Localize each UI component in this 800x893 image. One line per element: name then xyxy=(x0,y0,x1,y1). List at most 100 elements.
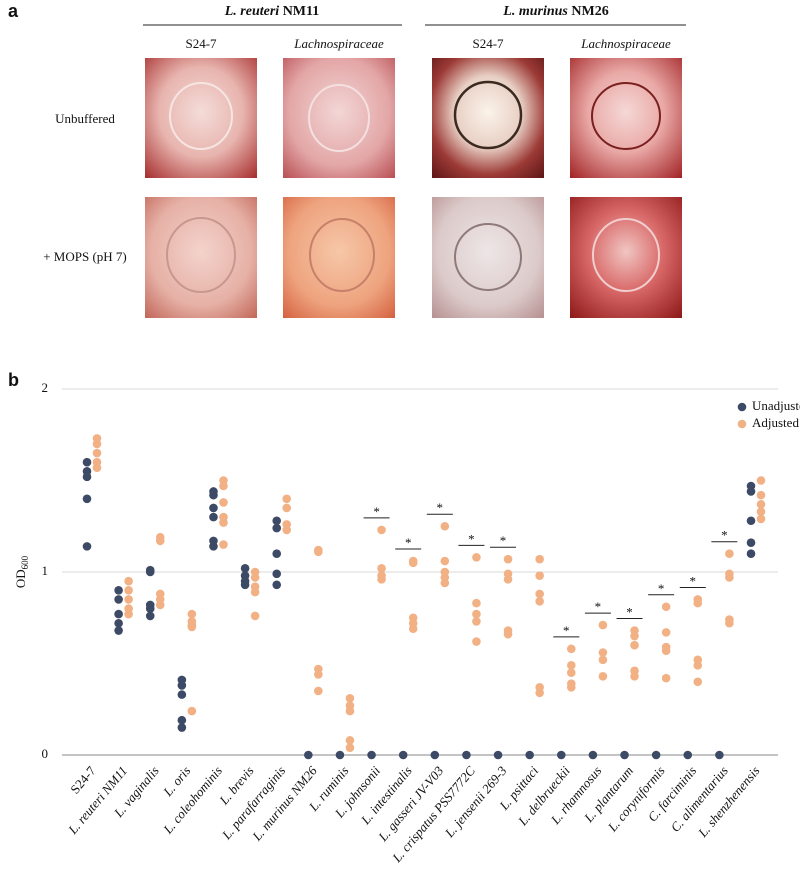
data-point xyxy=(314,670,323,679)
data-point xyxy=(462,750,471,760)
data-point xyxy=(556,750,566,760)
data-point xyxy=(92,439,102,449)
data-point xyxy=(155,600,165,610)
data-point xyxy=(314,686,323,696)
plate-photo xyxy=(432,58,544,178)
group-title: L. reuteri NM11 xyxy=(224,4,320,19)
colony xyxy=(592,218,660,292)
data-point xyxy=(746,549,756,558)
significance-label: * xyxy=(721,528,728,543)
data-point xyxy=(756,514,766,524)
data-point xyxy=(272,516,282,526)
panel-label: a xyxy=(8,1,19,21)
data-point xyxy=(335,750,345,760)
data-point xyxy=(693,661,703,670)
data-point xyxy=(493,750,503,760)
colony xyxy=(308,84,370,152)
data-point xyxy=(630,631,639,641)
plate-photo xyxy=(145,197,257,318)
strain: NM26 xyxy=(571,4,608,19)
data-point xyxy=(398,750,408,760)
significance-label: * xyxy=(595,599,602,614)
data-point xyxy=(630,672,639,681)
data-point xyxy=(525,750,534,760)
data-point xyxy=(145,604,155,613)
data-point xyxy=(683,750,693,760)
data-point xyxy=(535,571,544,580)
data-point xyxy=(725,618,734,628)
data-point xyxy=(250,611,260,621)
significance-label: * xyxy=(563,623,570,638)
strain: NM11 xyxy=(283,4,320,19)
data-point xyxy=(209,542,218,551)
data-point xyxy=(114,586,123,595)
data-point xyxy=(588,750,598,760)
data-point xyxy=(114,626,123,635)
data-point xyxy=(693,677,703,687)
plate-photo xyxy=(283,197,395,318)
y-tick-label: 0 xyxy=(42,746,49,761)
data-point xyxy=(661,673,671,683)
data-point xyxy=(82,542,92,551)
data-point xyxy=(314,547,323,557)
data-point xyxy=(272,569,282,579)
data-point xyxy=(377,525,386,535)
legend-marker xyxy=(737,402,747,412)
column-label: Lachnospiraceae xyxy=(580,36,671,51)
data-point xyxy=(82,457,92,467)
group-title: L. murinus NM26 xyxy=(502,4,608,19)
data-point xyxy=(598,672,608,681)
data-point xyxy=(725,549,734,558)
colony xyxy=(454,223,522,291)
data-point xyxy=(566,668,576,677)
data-point xyxy=(535,688,544,698)
species: L. reuteri xyxy=(224,4,280,19)
data-point xyxy=(535,554,544,564)
data-point xyxy=(756,499,766,509)
data-point xyxy=(345,736,355,745)
significance-label: * xyxy=(658,581,665,596)
data-point xyxy=(272,523,282,533)
data-point xyxy=(630,640,639,650)
data-point xyxy=(756,476,766,485)
data-point xyxy=(746,487,756,496)
data-point xyxy=(272,549,282,558)
colony xyxy=(309,218,375,292)
data-point xyxy=(472,637,481,646)
data-point xyxy=(124,609,133,619)
data-point xyxy=(503,575,513,584)
panel-label: b xyxy=(8,370,19,390)
data-point xyxy=(598,648,608,657)
data-point xyxy=(756,490,766,500)
row-label: + MOPS (pH 7) xyxy=(43,249,127,264)
data-point xyxy=(114,618,123,628)
data-point xyxy=(177,681,187,690)
data-point xyxy=(145,611,155,621)
significance-label: * xyxy=(468,531,475,546)
data-point xyxy=(124,576,133,586)
x-tick-label: L. coleohominis xyxy=(160,763,226,837)
colony xyxy=(166,217,236,293)
data-point xyxy=(651,750,661,760)
colony xyxy=(453,80,523,150)
legend-label: Adjusted (pH 7) xyxy=(752,415,800,430)
data-point xyxy=(187,622,197,632)
data-point xyxy=(82,494,92,504)
data-point xyxy=(430,750,440,760)
data-point xyxy=(377,564,386,573)
data-point xyxy=(598,655,608,665)
colony xyxy=(591,82,661,150)
plate-photo xyxy=(283,58,395,178)
data-point xyxy=(177,690,187,699)
data-point xyxy=(566,682,576,692)
legend-marker xyxy=(737,419,747,429)
data-point xyxy=(209,490,218,500)
data-point xyxy=(345,743,355,752)
data-point xyxy=(250,573,260,582)
y-tick-label: 2 xyxy=(42,380,49,395)
data-point xyxy=(282,525,292,535)
data-point xyxy=(124,586,133,595)
data-point xyxy=(661,646,671,655)
data-point xyxy=(440,556,450,566)
column-label: Lachnospiraceae xyxy=(293,36,384,51)
